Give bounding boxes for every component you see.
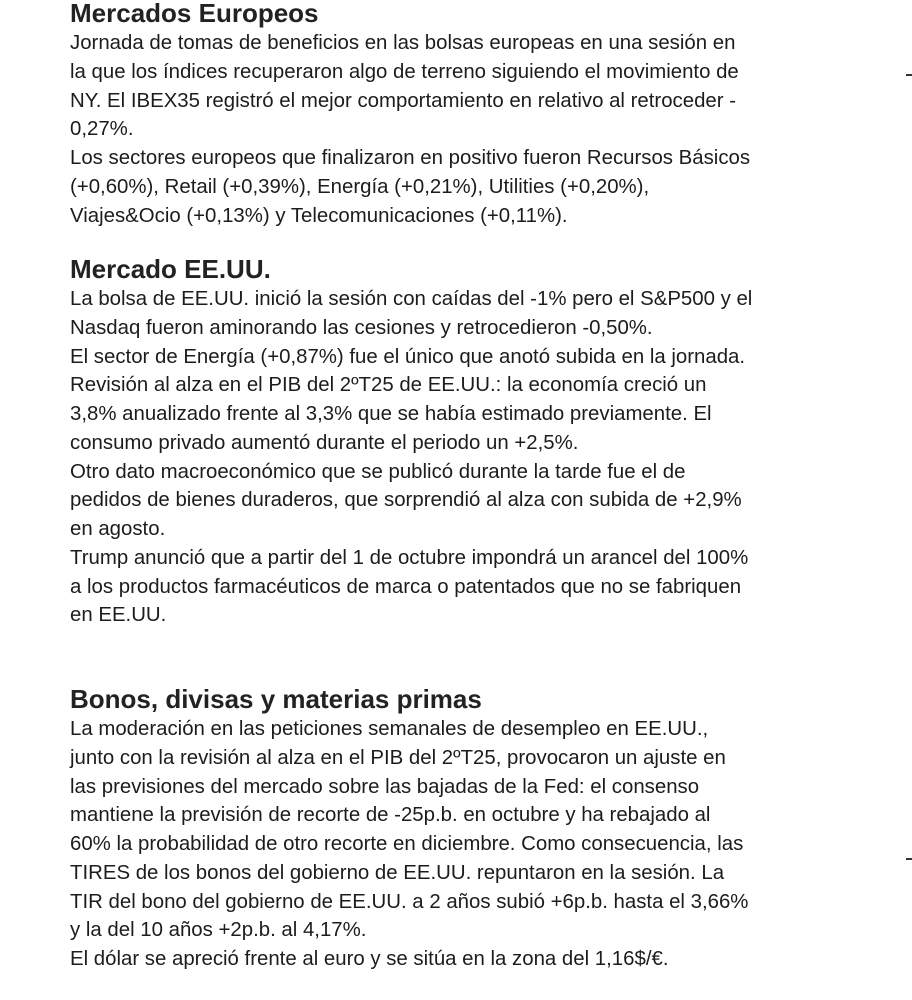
text-line: Los sectores europeos que finalizaron en… bbox=[70, 147, 751, 169]
text-line: El sector de Energía (+0,87%) fue el úni… bbox=[70, 345, 746, 368]
text-line: en EE.UU. bbox=[70, 604, 167, 627]
section-body: Jornada de tomas de beneficios en las bo… bbox=[70, 29, 870, 230]
section-body: La moderación en las peticiones semanale… bbox=[70, 715, 870, 974]
text-line: TIRES de los bonos del gobierno de EE.UU… bbox=[70, 861, 725, 884]
text-line: Revisión al alza en el PIB del 2ºT25 de … bbox=[70, 374, 707, 397]
text-line: y la del 10 años +2p.b. al 4,17%. bbox=[70, 919, 367, 942]
section-title: Mercados Europeos bbox=[70, 0, 319, 28]
section-mercados-europeos: Mercados Europeos Jornada de tomas de be… bbox=[70, 0, 870, 230]
text-line: Jornada de tomas de beneficios en las bo… bbox=[70, 32, 736, 54]
text-line: Trump anunció que a partir del 1 de octu… bbox=[70, 546, 749, 569]
text-line: TIR del bono del gobierno de EE.UU. a 2 … bbox=[70, 890, 749, 913]
text-line: (+0,60%), Retail (+0,39%), Energía (+0,2… bbox=[70, 175, 650, 198]
edge-mark bbox=[906, 74, 912, 76]
text-line: mantiene la previsión de recorte de -25p… bbox=[70, 804, 711, 827]
text-line: NY. El IBEX35 registró el mejor comporta… bbox=[70, 89, 737, 112]
text-line: a los productos farmacéuticos de marca o… bbox=[70, 575, 742, 598]
section-body: La bolsa de EE.UU. inició la sesión con … bbox=[70, 285, 870, 630]
section-mercado-eeuu: Mercado EE.UU. La bolsa de EE.UU. inició… bbox=[70, 253, 870, 630]
section-title: Bonos, divisas y materias primas bbox=[70, 684, 482, 714]
text-line: El dólar se apreció frente al euro y se … bbox=[70, 948, 669, 970]
section-bonos-divisas: Bonos, divisas y materias primas La mode… bbox=[70, 683, 870, 974]
edge-mark bbox=[906, 858, 912, 860]
text-line: las previsiones del mercado sobre las ba… bbox=[70, 775, 700, 798]
text-line: consumo privado aumentó durante el perio… bbox=[70, 431, 579, 454]
text-line: Nasdaq fueron aminorando las cesiones y … bbox=[70, 316, 653, 339]
section-title: Mercado EE.UU. bbox=[70, 254, 271, 284]
text-line: Viajes&Ocio (+0,13%) y Telecomunicacione… bbox=[70, 204, 568, 227]
text-line: 60% la probabilidad de otro recorte en d… bbox=[70, 833, 744, 855]
text-line: pedidos de bienes duraderos, que sorpren… bbox=[70, 489, 742, 512]
text-line: en agosto. bbox=[70, 518, 166, 540]
text-line: junto con la revisión al alza en el PIB … bbox=[70, 746, 726, 769]
text-line: 0,27%. bbox=[70, 118, 134, 141]
text-line: Otro dato macroeconómico que se publicó … bbox=[70, 460, 686, 483]
text-line: La bolsa de EE.UU. inició la sesión con … bbox=[70, 288, 753, 310]
text-line: La moderación en las peticiones semanale… bbox=[70, 718, 709, 740]
text-line: la que los índices recuperaron algo de t… bbox=[70, 60, 739, 83]
text-line: 3,8% anualizado frente al 3,3% que se ha… bbox=[70, 403, 712, 425]
